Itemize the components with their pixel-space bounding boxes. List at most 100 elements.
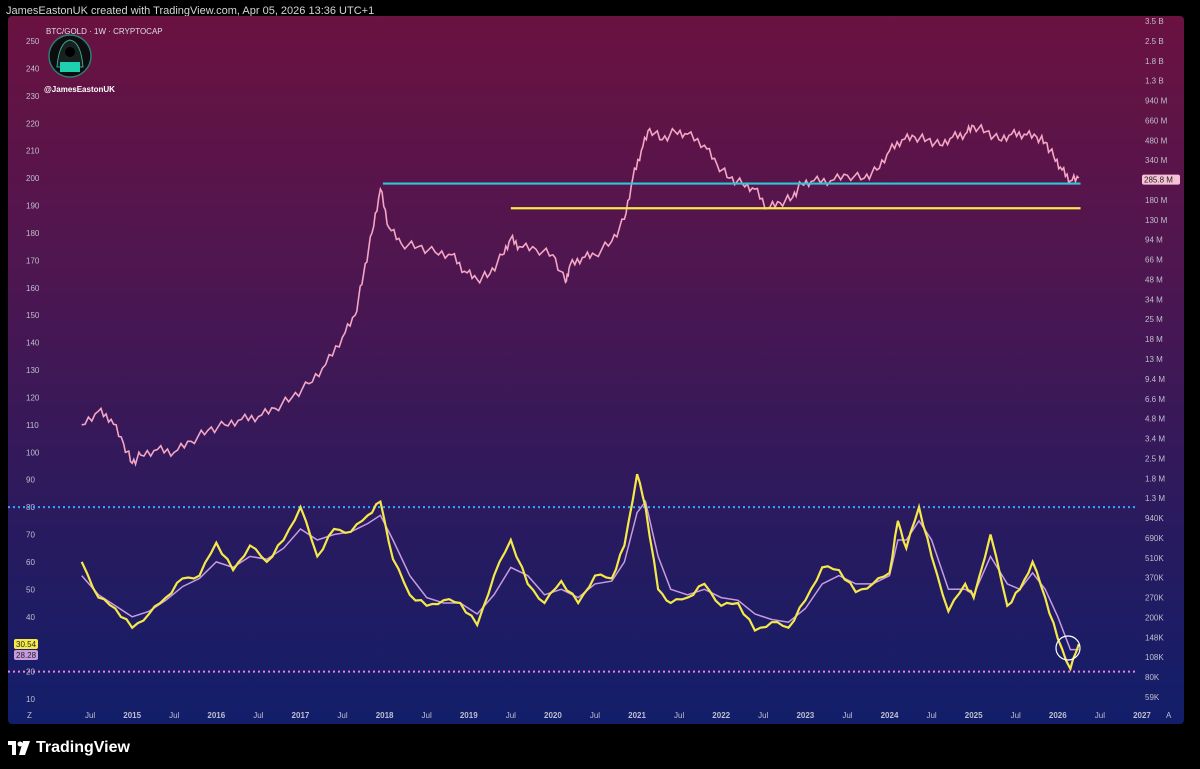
y-tick-right: 940K <box>1145 514 1164 523</box>
rsi-badge: 30.54 <box>16 640 37 649</box>
y-tick-left: 200 <box>26 174 40 183</box>
chart-frame[interactable]: @JamesEastonUK BTC/GOLD · 1W · CRYPTOCAP… <box>8 16 1184 724</box>
y-tick-left: 120 <box>26 393 40 402</box>
x-tick-label: Jul <box>758 711 768 720</box>
y-tick-left: 190 <box>26 202 40 211</box>
y-tick-right: 510K <box>1145 554 1164 563</box>
x-tick-label: 2018 <box>376 711 394 720</box>
y-tick-right: 48 M <box>1145 275 1163 284</box>
rsi-line <box>80 473 1080 672</box>
rsi-ma-line <box>81 499 1079 651</box>
y-tick-right: 25 M <box>1145 315 1163 324</box>
y-tick-left: 160 <box>26 284 40 293</box>
y-tick-right: 370K <box>1145 574 1164 583</box>
chart-canvas[interactable]: @JamesEastonUK BTC/GOLD · 1W · CRYPTOCAP… <box>8 16 1184 724</box>
attribution-text: JamesEastonUK created with TradingView.c… <box>6 5 375 17</box>
value-badges: 285.8 M 30.54 28.28 <box>14 174 1180 660</box>
y-tick-left: 80 <box>26 503 35 512</box>
y-tick-right: 2.5 M <box>1145 454 1165 463</box>
tradingview-brand[interactable]: TradingView <box>8 739 130 757</box>
y-tick-right: 200K <box>1145 613 1164 622</box>
y-tick-right: 9.4 M <box>1145 375 1165 384</box>
x-tick-label: Jul <box>842 711 852 720</box>
y-tick-right: 66 M <box>1145 256 1163 265</box>
y-tick-left: 240 <box>26 64 40 73</box>
y-tick-right: 270K <box>1145 594 1164 603</box>
x-tick-label: 2020 <box>544 711 562 720</box>
y-tick-left: 40 <box>26 613 35 622</box>
price-line <box>81 123 1080 467</box>
y-tick-left: 170 <box>26 256 40 265</box>
y-tick-left: 60 <box>26 558 35 567</box>
x-tick-label: 2023 <box>796 711 814 720</box>
y-tick-right: 340 M <box>1145 156 1168 165</box>
y-tick-right: 130 M <box>1145 216 1168 225</box>
y-tick-right: 148K <box>1145 633 1164 642</box>
x-tick-label: Jul <box>169 711 179 720</box>
rsi-ma-badge-bg <box>14 650 38 660</box>
y-tick-left: 10 <box>26 695 35 704</box>
y-tick-right: 34 M <box>1145 295 1163 304</box>
avatar-logo <box>48 34 92 78</box>
y-tick-left: 130 <box>26 366 40 375</box>
price-badge-bg <box>1142 174 1180 185</box>
y-tick-left: 210 <box>26 147 40 156</box>
y-tick-right: 59K <box>1145 693 1160 702</box>
x-tick-label: 2027 <box>1133 711 1151 720</box>
highlight-circle <box>1055 635 1081 661</box>
x-tick-label: Jul <box>506 711 516 720</box>
y-tick-right: 1.8 B <box>1145 57 1164 66</box>
y-tick-right: 1.8 M <box>1145 474 1165 483</box>
x-tick-label: 2021 <box>628 711 646 720</box>
y-tick-right: 690K <box>1145 534 1164 543</box>
corner-right-label[interactable]: A <box>1166 711 1172 720</box>
y-tick-left: 140 <box>26 339 40 348</box>
rsi-ma-badge: 28.28 <box>16 651 37 660</box>
corner-left-label[interactable]: Z <box>27 711 32 720</box>
x-tick-label: Jul <box>253 711 263 720</box>
y-tick-right: 13 M <box>1145 355 1163 364</box>
x-tick-label: 2016 <box>207 711 225 720</box>
y-tick-left: 20 <box>26 668 35 677</box>
y-tick-left: 100 <box>26 448 40 457</box>
y-tick-right: 2.5 B <box>1145 37 1164 46</box>
x-tick-label: Jul <box>1011 711 1021 720</box>
y-tick-left: 220 <box>26 119 40 128</box>
x-tick-label: 2019 <box>460 711 478 720</box>
x-tick-label: Jul <box>422 711 432 720</box>
y-tick-left: 230 <box>26 92 40 101</box>
price-badge: 285.8 M <box>1144 176 1173 185</box>
footer-bar: TradingView <box>0 724 1200 769</box>
x-tick-label: 2022 <box>712 711 730 720</box>
y-tick-right: 94 M <box>1145 236 1163 245</box>
y-tick-right: 940 M <box>1145 97 1168 106</box>
x-tick-label: 2025 <box>965 711 983 720</box>
y-tick-left: 70 <box>26 531 35 540</box>
x-tick-label: Jul <box>926 711 936 720</box>
x-tick-label: Jul <box>337 711 347 720</box>
y-tick-right: 80K <box>1145 673 1160 682</box>
y-tick-left: 90 <box>26 476 35 485</box>
chart-title: BTC/GOLD · 1W · CRYPTOCAP <box>46 27 163 36</box>
y-tick-left: 110 <box>26 421 39 430</box>
x-tick-label: Jul <box>1095 711 1105 720</box>
y-tick-right: 6.6 M <box>1145 395 1165 404</box>
price-series <box>81 123 1080 467</box>
y-tick-right: 3.5 B <box>1145 17 1164 26</box>
rsi-badge-bg <box>14 639 38 649</box>
handle-label: @JamesEastonUK <box>44 85 115 94</box>
x-tick-label: Jul <box>85 711 95 720</box>
axis-labels: 250 240 230 220 210 200 190 180 170 160 150 140 130 1… <box>26 17 1168 720</box>
brand-label: TradingView <box>36 739 130 756</box>
x-tick-label: 2024 <box>881 711 899 720</box>
x-tick-label: Jul <box>590 711 600 720</box>
y-tick-left: 180 <box>26 229 40 238</box>
x-tick-label: 2015 <box>123 711 141 720</box>
x-tick-label: 2026 <box>1049 711 1067 720</box>
y-tick-right: 4.8 M <box>1145 415 1165 424</box>
tradingview-logo-icon <box>8 741 30 755</box>
horizontal-levels <box>382 182 1081 210</box>
y-tick-right: 1.3 B <box>1145 77 1164 86</box>
y-tick-right: 108K <box>1145 653 1164 662</box>
y-tick-right: 660 M <box>1145 116 1168 125</box>
